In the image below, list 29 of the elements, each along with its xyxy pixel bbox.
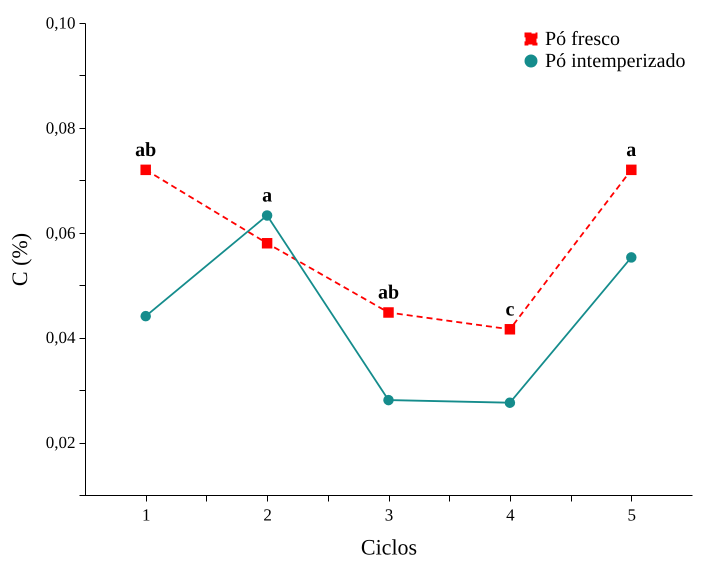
point xyxy=(383,394,394,406)
annotation: c xyxy=(505,298,514,320)
point xyxy=(262,238,272,249)
y-tick-label: 0,10 xyxy=(46,14,76,32)
y-tick-label: 0,06 xyxy=(46,223,76,242)
y-axis-title: C (%) xyxy=(6,232,32,286)
point xyxy=(504,324,516,335)
legend-label: Pó intemperizado xyxy=(545,50,686,72)
y-tick-label: 0,02 xyxy=(46,433,76,452)
x-tick-label: 1 xyxy=(142,506,150,524)
point xyxy=(262,210,272,221)
x-tick-label: 5 xyxy=(628,506,636,524)
annotation: a xyxy=(626,138,636,161)
annotation: ab xyxy=(378,281,400,304)
y-tick-label: 0,08 xyxy=(46,118,76,138)
x-tick-label: 3 xyxy=(384,506,394,524)
legend-label: Pó fresco xyxy=(545,28,620,50)
annotation: a xyxy=(262,184,272,206)
point xyxy=(504,397,516,408)
point xyxy=(626,252,637,263)
point xyxy=(140,164,151,176)
point xyxy=(383,307,394,318)
annotation: ab xyxy=(135,138,156,161)
x-tick-label: 4 xyxy=(506,506,516,524)
point xyxy=(140,310,151,322)
x-axis-title: Ciclos xyxy=(360,534,418,560)
point xyxy=(626,164,637,176)
y-tick-label: 0,04 xyxy=(46,328,76,348)
x-tick-label: 2 xyxy=(263,506,272,524)
